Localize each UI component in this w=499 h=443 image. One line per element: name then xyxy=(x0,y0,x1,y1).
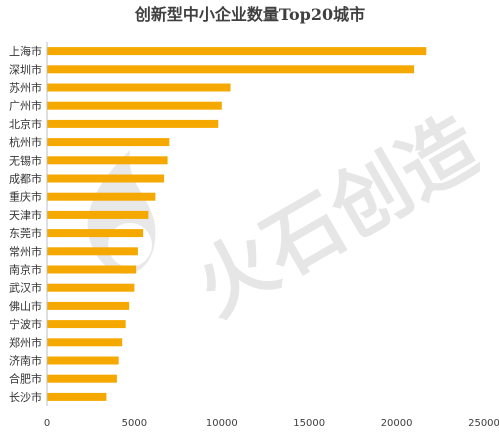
category-label: 深圳市 xyxy=(9,62,42,76)
category-label: 杭州市 xyxy=(9,135,42,149)
bar-20 xyxy=(47,392,107,401)
chart-title: 创新型中小企业数量Top20城市 xyxy=(134,5,365,24)
x-tick-label: 15000 xyxy=(293,418,325,429)
x-tick-label: 5000 xyxy=(122,418,147,429)
x-tick-label: 10000 xyxy=(206,418,238,429)
category-label: 武汉市 xyxy=(9,281,42,295)
bar-14 xyxy=(47,283,135,292)
bar-18 xyxy=(47,356,119,365)
category-label: 佛山市 xyxy=(9,299,42,313)
category-label: 东莞市 xyxy=(9,226,42,240)
bar-19 xyxy=(47,374,117,383)
category-label: 重庆市 xyxy=(9,190,42,204)
category-label: 天津市 xyxy=(9,208,42,222)
category-label: 苏州市 xyxy=(9,81,42,95)
category-label: 合肥市 xyxy=(9,372,42,386)
category-label: 成都市 xyxy=(9,172,42,186)
bar-10 xyxy=(47,210,149,219)
category-label: 北京市 xyxy=(9,117,42,131)
bar-2 xyxy=(47,65,415,74)
bar-1 xyxy=(47,47,427,56)
category-label: 上海市 xyxy=(9,44,42,58)
category-label: 广州市 xyxy=(9,99,42,113)
bar-4 xyxy=(47,101,222,110)
x-tick-label: 20000 xyxy=(381,418,413,429)
bar-8 xyxy=(47,174,165,183)
bar-15 xyxy=(47,301,130,310)
category-label: 无锡市 xyxy=(9,153,42,167)
bar-6 xyxy=(47,138,170,147)
bar-16 xyxy=(47,320,126,329)
bar-11 xyxy=(47,229,144,238)
category-label: 长沙市 xyxy=(9,390,42,404)
bar-17 xyxy=(47,338,123,347)
bar-13 xyxy=(47,265,137,274)
bar-7 xyxy=(47,156,168,165)
bar-5 xyxy=(47,119,219,128)
bar-9 xyxy=(47,192,156,201)
category-label: 南京市 xyxy=(9,263,42,277)
bar-3 xyxy=(47,83,231,92)
category-label: 常州市 xyxy=(9,244,42,258)
category-label: 济南市 xyxy=(9,354,42,368)
bar-12 xyxy=(47,247,138,256)
x-tick-label: 25000 xyxy=(468,418,499,429)
x-tick-label: 0 xyxy=(44,418,50,429)
category-label: 郑州市 xyxy=(9,335,42,349)
category-label: 宁波市 xyxy=(9,317,42,331)
